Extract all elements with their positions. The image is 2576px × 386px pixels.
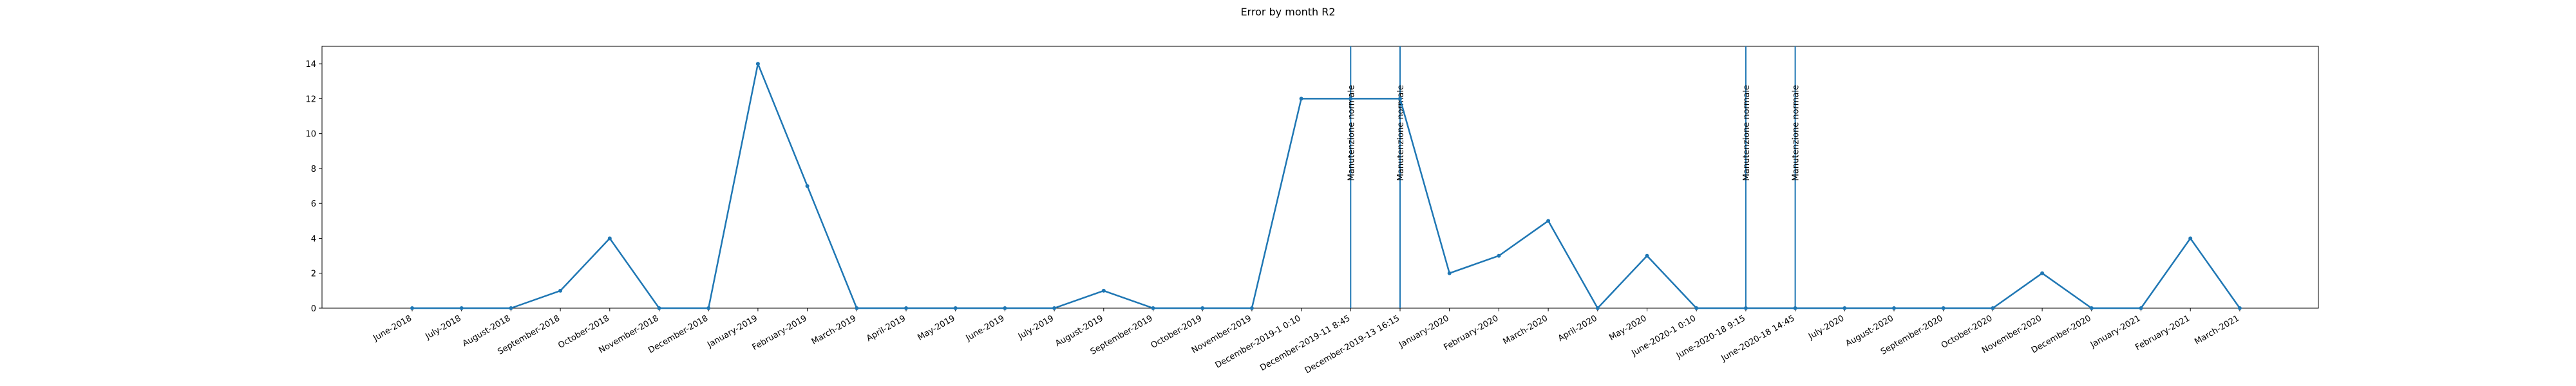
x-tick-label: July-2019: [1016, 313, 1056, 342]
x-tick-label: March-2020: [1502, 313, 1550, 347]
data-point: [1398, 96, 1402, 101]
series-line: [412, 62, 2240, 309]
data-point: [904, 306, 908, 310]
y-tick-label: 14: [305, 60, 316, 69]
x-tick-label: December-2019-13 16:15: [1303, 313, 1401, 376]
data-point: [1546, 219, 1551, 223]
data-point: [755, 62, 760, 66]
x-tick-label: February-2019: [751, 313, 809, 353]
x-tick-label: February-2021: [2134, 313, 2192, 353]
data-point: [2237, 306, 2242, 310]
data-point: [1595, 306, 1600, 310]
x-tick-label: December-2019-11 8:45: [1258, 313, 1352, 372]
x-tick-label: April-2019: [865, 313, 907, 344]
x-tick-label: December-2019-1 0:10: [1214, 313, 1303, 370]
x-tick-label: June-2019: [964, 313, 1007, 344]
data-point: [855, 306, 859, 310]
data-point: [459, 306, 464, 310]
data-point: [1645, 253, 1649, 258]
data-point: [953, 306, 958, 310]
data-point: [2139, 306, 2143, 310]
y-tick-label: 10: [305, 130, 316, 140]
plot-frame: [321, 46, 2319, 309]
y-tick-label: 2: [311, 270, 316, 279]
data-point: [1349, 96, 1353, 101]
data-point: [1249, 306, 1254, 310]
y-tick-label: 0: [311, 304, 316, 314]
data-point: [1892, 306, 1896, 310]
x-tick-label: June-2018: [371, 313, 413, 344]
x-tick-label: May-2019: [916, 313, 956, 342]
maintenance-label: Manutenzione normale: [1347, 85, 1356, 181]
data-point: [1743, 306, 1748, 310]
x-tick-label: April-2020: [1557, 313, 1599, 344]
data-point: [1447, 271, 1452, 275]
data-point: [2040, 271, 2045, 275]
data-point: [1003, 306, 1007, 310]
data-point: [1101, 288, 1106, 293]
y-tick-label: 6: [311, 199, 316, 209]
y-tick-label: 4: [311, 234, 316, 244]
data-point: [410, 306, 414, 310]
data-point: [607, 236, 612, 241]
chart-title: Error by month R2: [1240, 6, 1335, 18]
x-tick-label: March-2021: [2193, 313, 2241, 347]
data-point: [1793, 306, 1797, 310]
data-point: [1941, 306, 1946, 310]
data-point: [2089, 306, 2094, 310]
x-tick-label: February-2020: [1442, 313, 1500, 353]
data-point: [706, 306, 711, 310]
data-point: [1991, 306, 1995, 310]
data-point: [657, 306, 661, 310]
x-tick-label: July-2018: [424, 313, 463, 342]
x-tick-label: March-2019: [810, 313, 858, 347]
data-point: [1299, 96, 1303, 101]
data-point: [558, 288, 563, 293]
y-tick-label: 12: [305, 95, 316, 104]
data-point: [2188, 236, 2193, 241]
data-point: [805, 184, 810, 188]
y-tick-label: 8: [311, 165, 316, 174]
data-point: [1151, 306, 1155, 310]
data-point: [509, 306, 513, 310]
x-tick-label: July-2020: [1806, 313, 1846, 342]
maintenance-label: Manutenzione normale: [1792, 85, 1801, 181]
data-point: [1200, 306, 1205, 310]
data-point: [1842, 306, 1847, 310]
x-tick-label: May-2020: [1607, 313, 1648, 342]
data-point: [1497, 253, 1501, 258]
data-point: [1052, 306, 1057, 310]
data-point: [1694, 306, 1699, 310]
maintenance-label: Manutenzione normale: [1742, 85, 1752, 181]
